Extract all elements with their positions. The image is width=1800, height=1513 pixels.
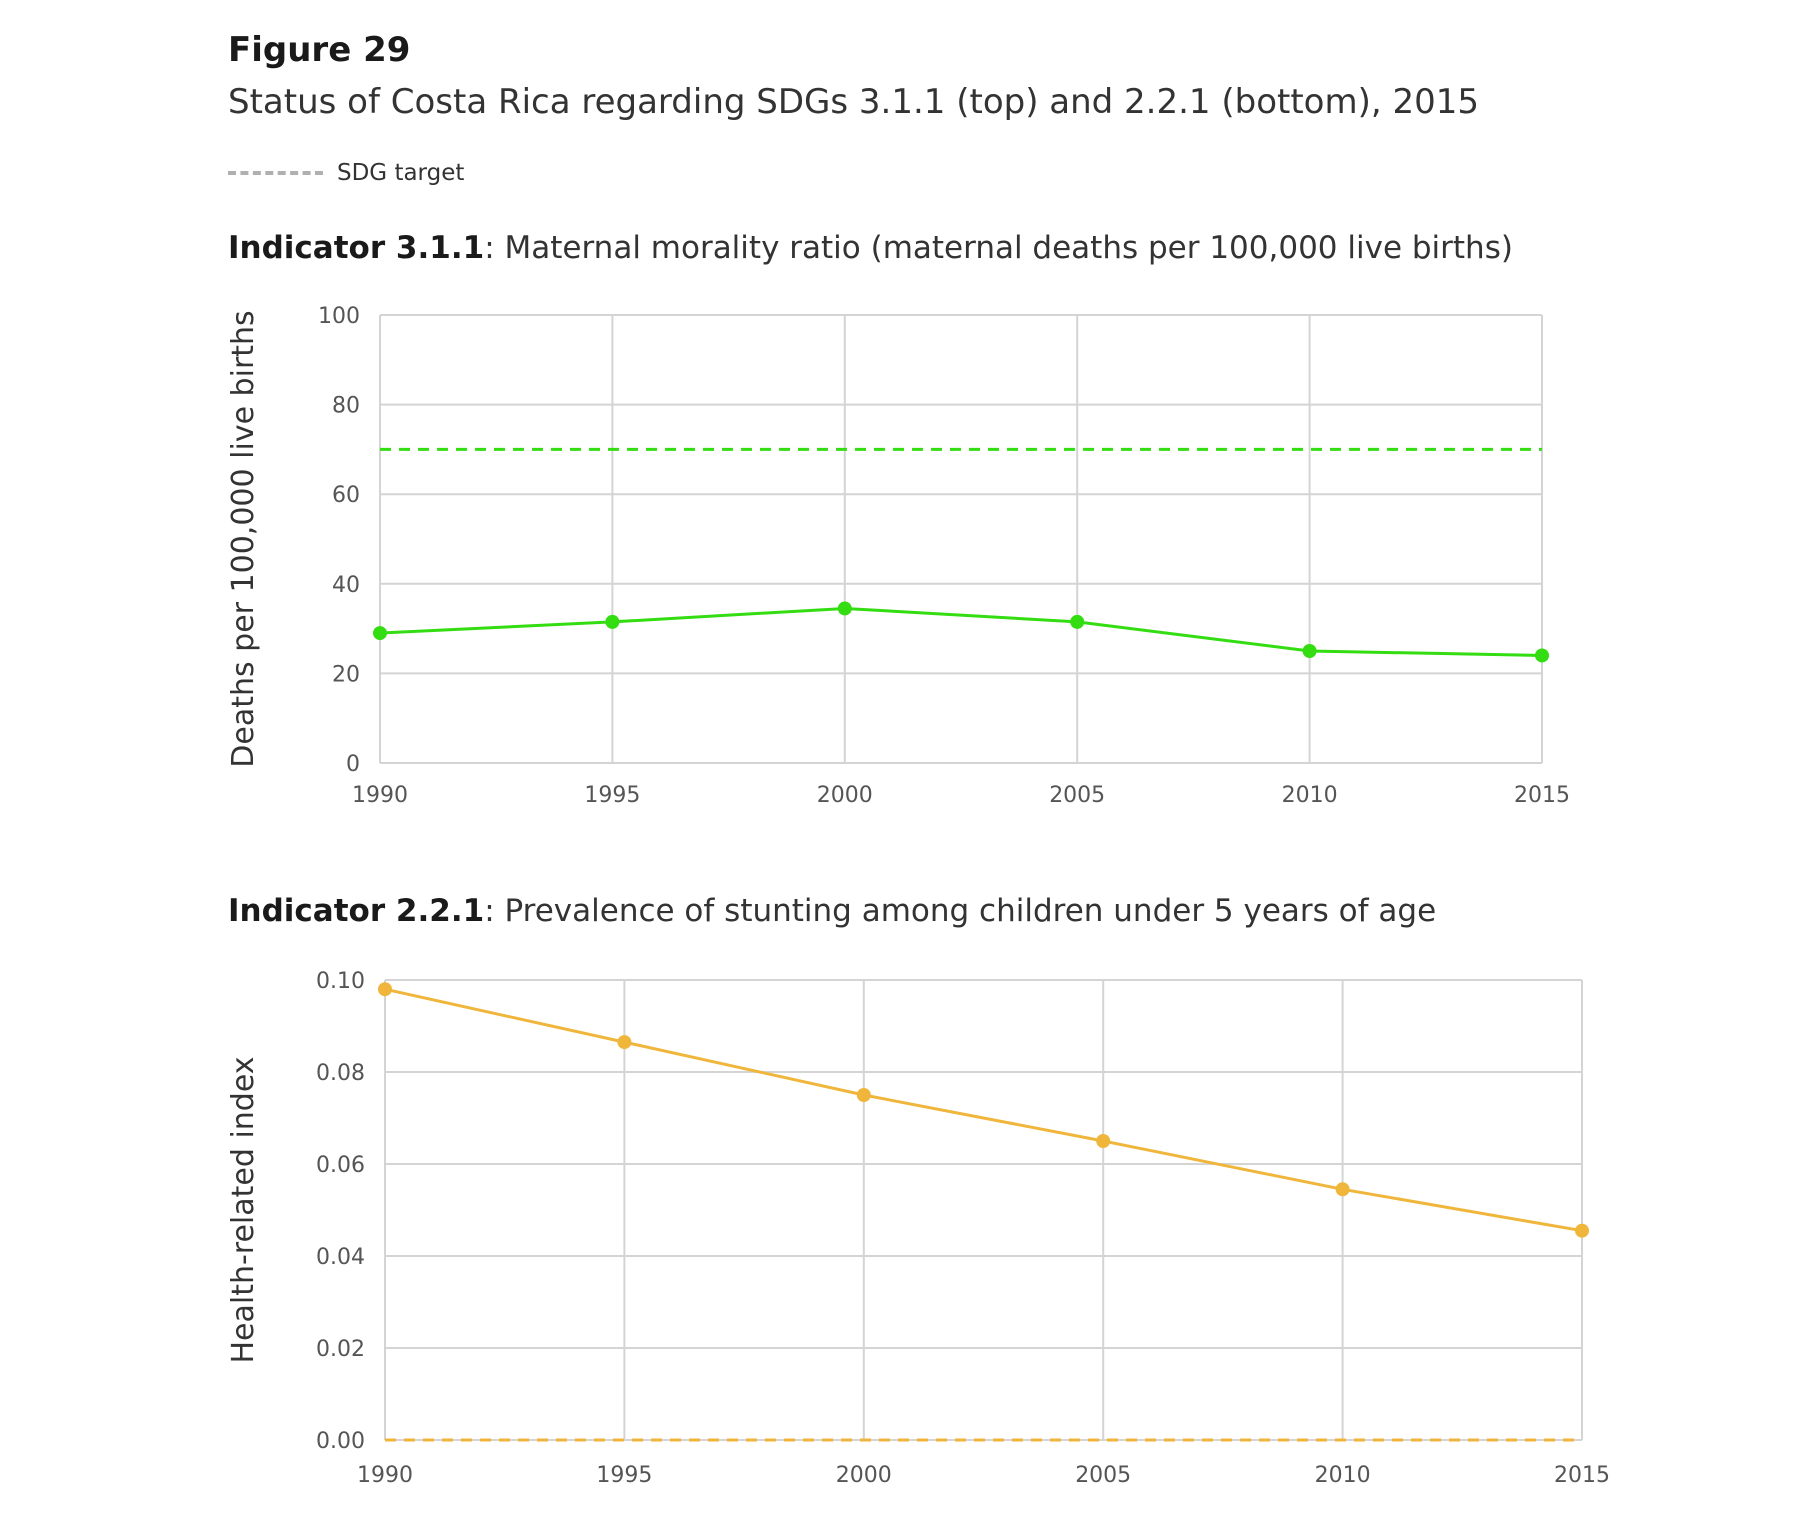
chart1-x-tick-label: 2000: [817, 783, 873, 808]
chart1-data-point: [837, 601, 852, 616]
chart2-x-tick-label: 1995: [596, 1463, 652, 1488]
chart2-x-tick-label: 2000: [836, 1463, 892, 1488]
chart2: 0.00 0.02 0.04 0.06 0.08 0.10 1990 1995 2000 2005…: [226, 969, 1610, 1488]
chart2-data-point: [856, 1088, 871, 1102]
figure-label: Figure 29: [228, 30, 411, 70]
chart2-data-point: [1096, 1134, 1111, 1148]
chart2-y-axis-title: Health-related index: [226, 1056, 261, 1363]
chart1-indicator-text: Maternal morality ratio (maternal deaths…: [504, 230, 1513, 266]
chart1-data-point: [1070, 614, 1085, 629]
chart2-x-tick-label: 2005: [1075, 1463, 1131, 1488]
figure-subtitle: Status of Costa Rica regarding SDGs 3.1.…: [228, 82, 1480, 122]
chart2-data-point: [378, 982, 392, 997]
chart1-series-line: [379, 606, 1543, 657]
chart2-series-line: [384, 987, 1583, 1233]
chart1-y-tick-label: 0: [346, 752, 360, 777]
chart2-indicator-code: Indicator 2.2.1: [228, 893, 485, 929]
chart2-y-tick-label: 0.02: [316, 1337, 365, 1362]
chart2-x-tick-label: 2015: [1554, 1463, 1610, 1488]
chart1-data-point: [1302, 644, 1317, 658]
chart1-indicator-code: Indicator 3.1.1: [228, 230, 485, 266]
chart2-data-point: [617, 1035, 632, 1050]
legend: SDG target: [228, 158, 464, 188]
chart1-y-tick-label: 60: [332, 483, 360, 508]
chart1-data-point: [373, 626, 387, 641]
chart2-data-point: [1575, 1223, 1589, 1238]
chart1-data-point: [1535, 648, 1549, 663]
chart1-data-point: [605, 614, 620, 629]
chart2-indicator-text: Prevalence of stunting among children un…: [504, 893, 1437, 929]
chart1-x-tick-label: 2015: [1514, 783, 1570, 808]
chart1-title: Indicator 3.1.1: Maternal morality ratio…: [228, 230, 1513, 266]
chart2-data-point: [1335, 1182, 1350, 1197]
chart1-x-tick-label: 1995: [584, 783, 640, 808]
chart1-y-tick-label: 40: [332, 573, 360, 598]
chart2-y-tick-label: 0.10: [316, 969, 365, 994]
chart2-x-tick-label: 2010: [1315, 1463, 1371, 1488]
chart2-y-tick-label: 0.00: [316, 1429, 365, 1454]
chart1-y-axis-title: Deaths per 100,000 live births: [226, 310, 261, 767]
chart1-y-tick-label: 100: [318, 304, 360, 329]
chart2-y-tick-label: 0.04: [316, 1245, 365, 1270]
chart1-x-tick-label: 2005: [1049, 783, 1105, 808]
chart2-y-tick-label: 0.08: [316, 1061, 365, 1086]
chart1-y-tick-label: 80: [332, 394, 360, 419]
chart1-x-tick-label: 1990: [352, 783, 408, 808]
chart1: 0 20 40 60 80 100 1990 1995 2000 2005 2010 2015 Deat…: [226, 304, 1570, 808]
chart1-x-tick-label: 2010: [1282, 783, 1338, 808]
chart1-y-tick-label: 20: [332, 662, 360, 687]
legend-dashed-line: [228, 171, 323, 175]
chart2-y-tick-label: 0.06: [316, 1153, 365, 1178]
chart2-title: Indicator 2.2.1: Prevalence of stunting …: [228, 893, 1437, 929]
legend-label: SDG target: [337, 160, 465, 186]
chart2-x-tick-label: 1990: [357, 1463, 413, 1488]
